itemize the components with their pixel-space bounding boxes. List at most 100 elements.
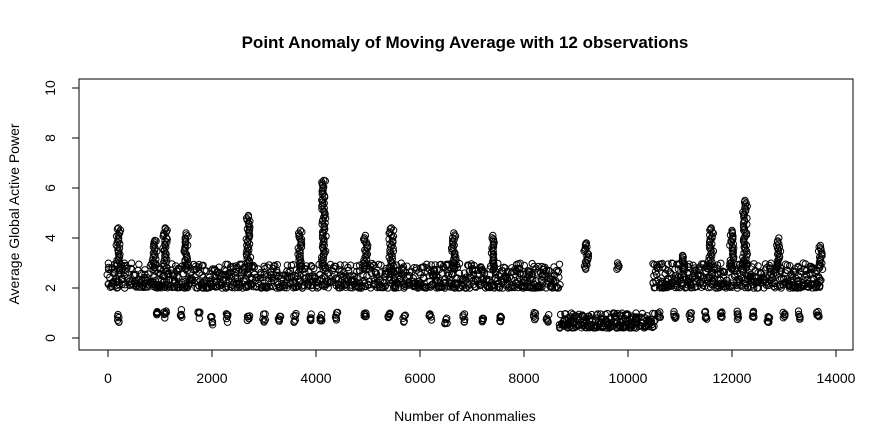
data-point bbox=[779, 308, 787, 317]
data-point bbox=[222, 314, 231, 323]
data-point bbox=[556, 281, 564, 289]
data-point bbox=[289, 261, 297, 269]
data-point bbox=[194, 308, 202, 316]
data-point bbox=[181, 265, 190, 273]
data-point bbox=[516, 270, 524, 278]
data-point bbox=[687, 315, 695, 323]
data-point bbox=[178, 313, 186, 321]
data-point bbox=[496, 317, 505, 326]
data-point bbox=[153, 309, 162, 318]
data-point bbox=[291, 311, 300, 320]
data-point bbox=[794, 276, 803, 285]
data-point bbox=[796, 315, 804, 323]
data-point bbox=[773, 238, 782, 246]
data-point bbox=[132, 270, 140, 279]
data-point bbox=[650, 317, 658, 325]
data-point bbox=[718, 308, 726, 316]
data-point bbox=[427, 313, 435, 321]
data-point bbox=[441, 319, 449, 328]
data-point bbox=[489, 235, 498, 243]
data-point bbox=[307, 310, 315, 318]
data-point bbox=[638, 309, 647, 318]
data-point bbox=[245, 315, 253, 323]
y-axis: 0 2 4 6 8 10 bbox=[42, 80, 80, 342]
y-tick-label: 4 bbox=[42, 234, 58, 242]
data-point bbox=[245, 312, 254, 320]
x-tick-label: 8000 bbox=[508, 370, 539, 386]
data-point bbox=[803, 279, 812, 288]
data-point bbox=[247, 273, 255, 281]
data-point bbox=[574, 312, 583, 321]
data-point bbox=[326, 279, 334, 287]
data-point bbox=[724, 281, 732, 289]
data-point bbox=[409, 274, 417, 282]
data-point bbox=[449, 262, 458, 270]
data-point bbox=[657, 274, 665, 282]
y-tick-label: 2 bbox=[42, 284, 58, 292]
data-point bbox=[115, 229, 124, 237]
data-point bbox=[199, 261, 207, 269]
data-point bbox=[150, 241, 158, 249]
data-point bbox=[361, 276, 369, 284]
data-point bbox=[764, 313, 772, 321]
x-axis: 0 2000 4000 6000 8000 10000 12000 14000 bbox=[104, 349, 856, 386]
data-point bbox=[734, 264, 743, 272]
data-point bbox=[232, 265, 240, 273]
data-point bbox=[543, 316, 552, 324]
data-point bbox=[717, 259, 725, 267]
x-tick-label: 4000 bbox=[300, 370, 331, 386]
data-point bbox=[310, 264, 318, 273]
data-point bbox=[701, 308, 709, 316]
data-point bbox=[489, 231, 497, 240]
data-point bbox=[581, 244, 589, 252]
data-point bbox=[114, 316, 122, 324]
data-point bbox=[318, 220, 326, 228]
data-point bbox=[162, 309, 171, 317]
data-point bbox=[815, 274, 824, 282]
data-point bbox=[346, 261, 355, 269]
data-point bbox=[541, 268, 549, 276]
data-point bbox=[400, 317, 408, 325]
data-point bbox=[470, 265, 478, 274]
data-point bbox=[588, 315, 597, 324]
data-point bbox=[157, 282, 165, 290]
data-point bbox=[414, 281, 422, 289]
data-point bbox=[207, 313, 215, 321]
plot-frame bbox=[78, 78, 854, 351]
data-point bbox=[135, 260, 143, 268]
data-point bbox=[815, 312, 823, 321]
data-point bbox=[741, 196, 749, 205]
data-point bbox=[163, 226, 171, 234]
data-point bbox=[208, 317, 217, 326]
data-point bbox=[321, 282, 329, 291]
data-point bbox=[460, 310, 469, 318]
data-point bbox=[650, 322, 658, 330]
data-point bbox=[366, 262, 374, 270]
data-point bbox=[361, 312, 370, 321]
data-point bbox=[528, 273, 536, 281]
data-point bbox=[195, 260, 203, 269]
data-point bbox=[151, 236, 159, 245]
data-point bbox=[670, 310, 678, 318]
data-point bbox=[445, 270, 453, 278]
data-point bbox=[613, 309, 621, 318]
data-point bbox=[122, 270, 130, 278]
data-point bbox=[153, 311, 161, 319]
data-point bbox=[667, 270, 675, 278]
data-point bbox=[177, 310, 185, 319]
data-point bbox=[423, 260, 431, 268]
x-tick-label: 6000 bbox=[404, 370, 435, 386]
data-point bbox=[373, 270, 381, 278]
data-point bbox=[780, 312, 789, 320]
data-point bbox=[259, 310, 268, 318]
data-point bbox=[615, 262, 623, 270]
data-point bbox=[200, 284, 208, 292]
data-point bbox=[530, 262, 538, 271]
data-point bbox=[538, 280, 546, 288]
data-point bbox=[795, 312, 804, 320]
data-point bbox=[701, 282, 709, 290]
data-point bbox=[360, 279, 369, 287]
data-point bbox=[816, 244, 825, 252]
data-point bbox=[505, 273, 514, 281]
